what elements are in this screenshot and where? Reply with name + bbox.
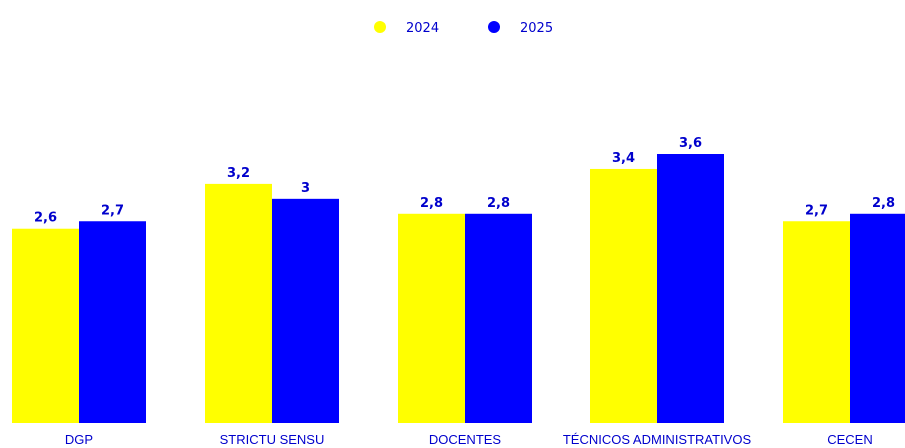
value-label-2024-2: 2,8 [420, 196, 443, 211]
value-label-2025-3: 3,6 [679, 136, 702, 151]
value-label-2024-4: 2,7 [805, 203, 828, 218]
legend-label-2024: 2024 [406, 21, 439, 36]
bar-2025-0 [79, 221, 146, 423]
bar-2024-4 [783, 221, 850, 423]
chart-value-labels: 2,6 2,7 3,2 3 2,8 2,8 3,4 3,6 2,7 2,8 [34, 136, 895, 226]
category-label-3: TÉCNICOS ADMINISTRATIVOS [563, 432, 752, 447]
legend-marker-2025 [488, 21, 500, 33]
legend-marker-2024 [374, 21, 386, 33]
category-label-1: STRICTU SENSU [220, 432, 325, 447]
category-label-2: DOCENTES [429, 432, 502, 447]
value-label-2025-4: 2,8 [872, 196, 895, 211]
category-label-4: CECEN [827, 432, 873, 447]
value-label-2024-3: 3,4 [612, 151, 635, 166]
value-label-2024-1: 3,2 [227, 166, 250, 181]
category-label-0: DGP [65, 432, 93, 447]
chart-legend: 2024 2025 [374, 21, 553, 36]
legend-label-2025: 2025 [520, 21, 553, 36]
bar-2025-4 [850, 213, 905, 423]
bar-2024-2 [398, 213, 465, 423]
bar-2025-3 [657, 154, 724, 423]
value-label-2025-0: 2,7 [101, 203, 124, 218]
bar-2025-2 [465, 213, 532, 423]
bar-2025-1 [272, 198, 339, 423]
value-label-2025-1: 3 [301, 181, 310, 196]
value-label-2025-2: 2,8 [487, 196, 510, 211]
chart-category-labels: DGP STRICTU SENSU DOCENTES TÉCNICOS ADMINIS… [65, 432, 873, 447]
value-label-2024-0: 2,6 [34, 211, 57, 226]
bar-2024-0 [12, 228, 79, 423]
bar-2024-1 [205, 183, 272, 423]
chart-bars [12, 154, 905, 423]
bar-2024-3 [590, 168, 657, 423]
